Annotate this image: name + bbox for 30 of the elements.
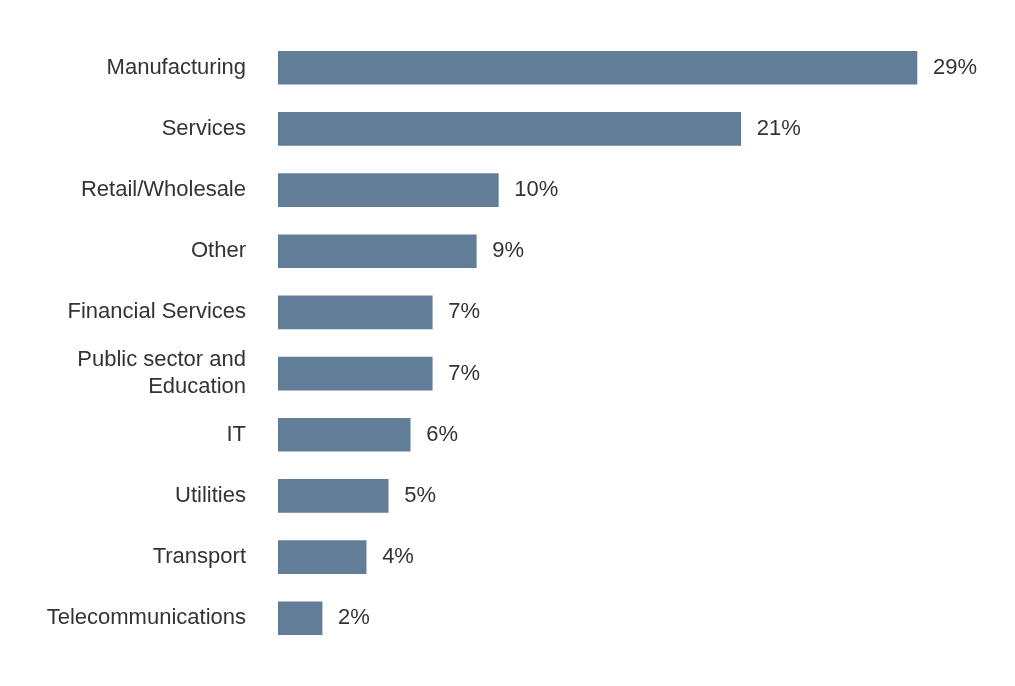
bar [278,540,367,574]
bar [278,479,389,513]
bar [278,601,323,636]
bar [278,112,742,146]
y-tick-label: Manufacturing [106,53,246,79]
data-label: 5% [404,481,436,507]
data-label: 7% [448,359,481,385]
data-label: 21% [756,115,801,140]
data-label: 4% [382,543,414,569]
data-label: 9% [492,237,525,263]
y-tick-label: Transport [152,543,246,569]
y-tick-label: Utilities [175,481,246,507]
data-label: 2% [338,604,370,630]
bar [278,50,918,85]
y-tick-label: IT [226,420,246,446]
y-tick-label: Telecommunications [46,604,246,630]
y-tick-label: Services [161,115,246,140]
data-label: 29% [932,53,978,79]
y-tick-label: Retail/Wholesale [80,176,246,202]
y-tick-label: Other [190,237,246,263]
data-label: 10% [514,176,559,202]
data-label: 6% [426,420,458,446]
y-tick-label: Financial Services [67,298,246,324]
bar [278,234,477,269]
bar [278,417,411,452]
data-label: 7% [448,298,481,324]
bar [278,295,433,330]
bar [278,173,499,207]
y-tick-label: Public sector and Education [77,346,246,398]
bar [278,356,433,391]
